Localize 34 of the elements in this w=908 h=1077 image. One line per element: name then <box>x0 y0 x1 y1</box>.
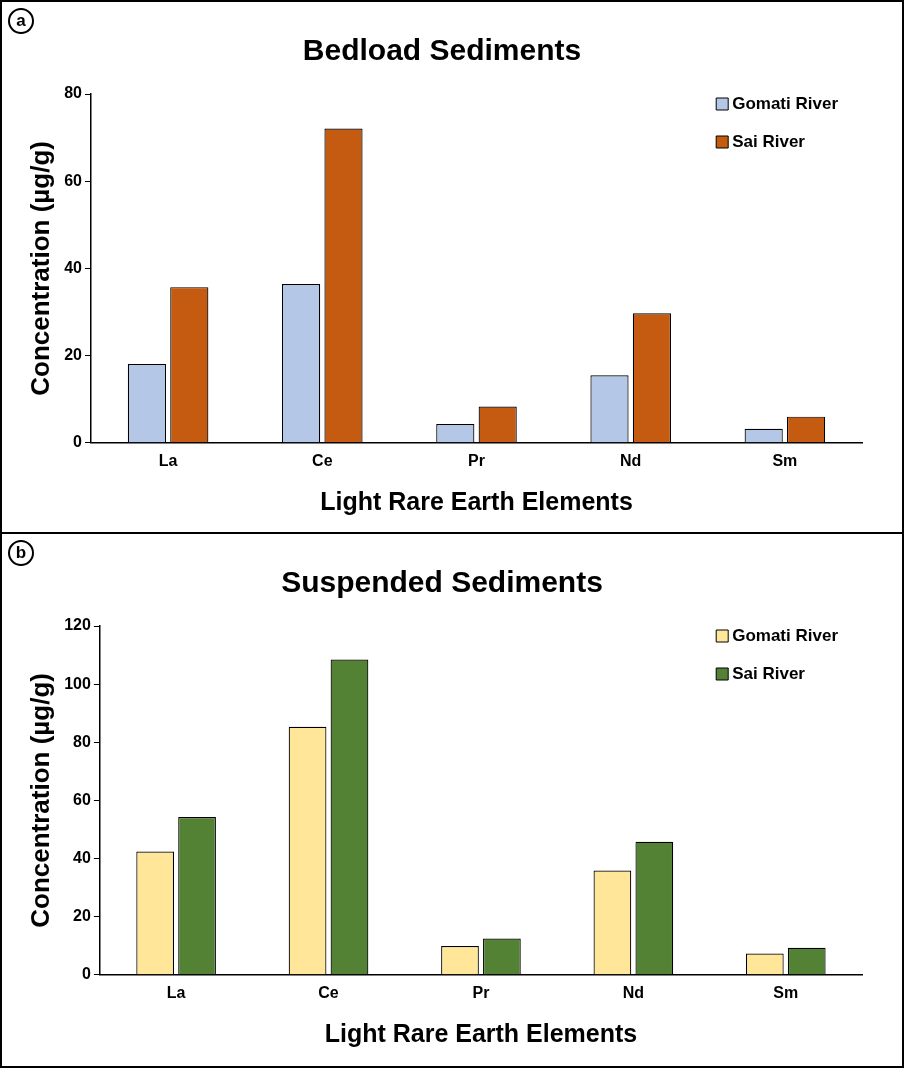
x-axis-title: Light Rare Earth Elements <box>320 486 633 515</box>
x-tick-label: Pr <box>468 451 485 469</box>
y-tick-label: 0 <box>81 965 91 983</box>
text: a <box>8 8 34 34</box>
x-tick-label: La <box>166 983 186 1001</box>
legend-label: Gomati River <box>732 93 839 113</box>
x-axis-title: Light Rare Earth Elements <box>324 1018 638 1047</box>
legend-label: Sai River <box>732 131 806 151</box>
y-tick-label: 80 <box>64 84 83 102</box>
x-tick-label: Sm <box>772 451 798 469</box>
x-tick-label: Nd <box>620 451 642 469</box>
text: b <box>8 540 34 566</box>
x-tick-label: Sm <box>773 983 799 1001</box>
y-tick-label: 80 <box>73 732 91 750</box>
y-tick-label: 20 <box>73 907 91 925</box>
y-tick-label: 120 <box>64 616 91 634</box>
y-tick-label: 60 <box>64 171 83 189</box>
y-tick-label: 40 <box>73 848 91 866</box>
x-tick-label: Ce <box>312 451 333 469</box>
legend-label: Sai River <box>732 663 806 683</box>
chart-title: Suspended Sediments <box>281 565 603 599</box>
y-tick-label: 100 <box>64 674 91 692</box>
y-tick-label: 40 <box>64 258 83 276</box>
y-tick-label: 20 <box>64 346 83 364</box>
x-tick-label: Pr <box>472 983 490 1001</box>
chart-title: Bedload Sediments <box>302 33 582 67</box>
y-tick-label: 0 <box>73 433 83 451</box>
x-tick-label: Ce <box>318 983 339 1001</box>
y-axis-title: Concentration (µg/g) <box>24 141 55 396</box>
x-tick-label: Nd <box>622 983 645 1001</box>
y-axis-title: Concentration (µg/g) <box>24 673 55 928</box>
y-tick-label: 60 <box>73 790 91 808</box>
legend-label: Gomati River <box>732 625 839 645</box>
x-tick-label: La <box>158 451 178 469</box>
